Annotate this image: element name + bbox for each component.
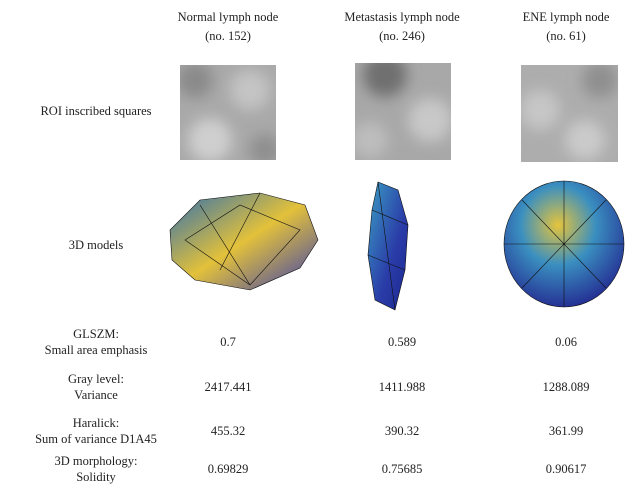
cell-value: 1288.089: [543, 380, 590, 394]
column-title: Metastasis lymph node: [344, 10, 460, 24]
figure: Normal lymph node (no. 152) Metastasis lym…: [0, 0, 625, 484]
cell-value: 0.7: [220, 335, 236, 349]
column-title: ENE lymph node: [523, 10, 610, 24]
cell-value: 2417.441: [205, 380, 252, 394]
cell-value: 0.589: [388, 335, 416, 349]
cell-value: 455.32: [211, 424, 245, 438]
cell-value: 0.90617: [546, 462, 587, 476]
row-label: Gray level:: [68, 372, 124, 386]
row-label: Sum of variance D1A45: [35, 432, 157, 446]
3d-models: [170, 181, 624, 310]
cell-value: 0.75685: [382, 462, 423, 476]
cell-value: 361.99: [549, 424, 583, 438]
row-label: GLSZM:: [73, 327, 119, 341]
column-title: Normal lymph node: [178, 10, 279, 24]
column-subtitle: (no. 152): [205, 29, 251, 43]
row-label: Haralick:: [73, 416, 120, 430]
row-label: ROI inscribed squares: [40, 104, 151, 118]
row-label: 3D models: [69, 238, 124, 252]
cell-value: 0.06: [555, 335, 577, 349]
cell-value: 390.32: [385, 424, 419, 438]
cell-value: 1411.988: [379, 380, 425, 394]
row-label: Variance: [74, 388, 118, 402]
row-label: Small area emphasis: [45, 343, 148, 357]
column-subtitle: (no. 246): [379, 29, 425, 43]
column-subtitle: (no. 61): [546, 29, 586, 43]
row-label: 3D morphology:: [55, 454, 138, 468]
roi-images: [177, 53, 618, 166]
row-label: Solidity: [76, 470, 116, 484]
cell-value: 0.69829: [208, 462, 249, 476]
